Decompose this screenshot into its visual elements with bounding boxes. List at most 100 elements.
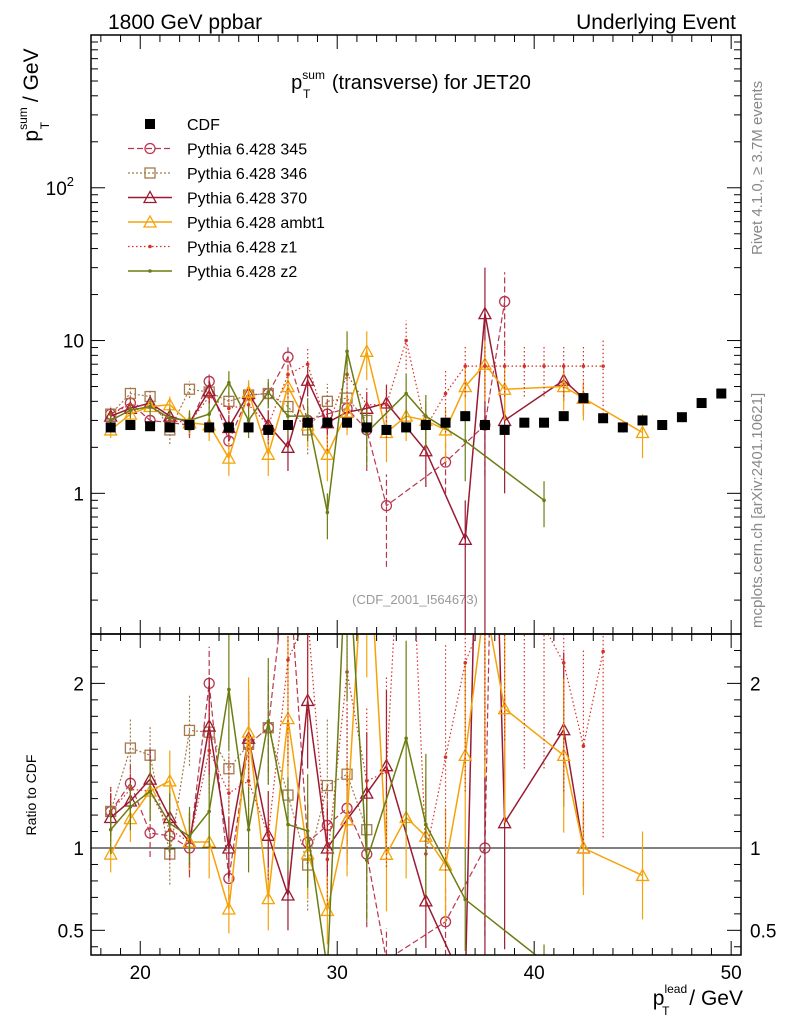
cdf-point [696, 398, 707, 409]
ratio-plot: 20 30 40 50 0.5 0.5 1 1 2 2 [58, 125, 776, 984]
ratio-line-346 [110, 726, 368, 868]
data-point [305, 414, 310, 418]
legend-marker [142, 190, 158, 204]
ratio-y-label: Ratio to CDF [23, 755, 39, 836]
plot-title: psum T (transverse) for JET20 [291, 68, 531, 101]
data-point [325, 510, 330, 515]
data-point [404, 338, 408, 343]
ratio-point [479, 125, 491, 136]
data-point [108, 418, 113, 423]
ratio-series-z2 [108, 634, 545, 955]
data-point [183, 383, 196, 395]
ratio-frame [90, 633, 742, 956]
data-point [241, 384, 256, 398]
legend-label: CDF [187, 117, 220, 134]
legend-label: Pythia 6.428 z2 [187, 264, 297, 281]
ratio-y-tick-label-right: 1 [750, 839, 761, 860]
data-point [364, 402, 369, 407]
ratio-point [523, 625, 527, 629]
cdf-point [263, 424, 274, 435]
data-point [321, 395, 334, 407]
data-point [581, 364, 586, 368]
main-plot: 1 10 102 [46, 34, 742, 955]
data-point [404, 391, 408, 396]
data-point [463, 439, 468, 443]
legend-item: Pythia 6.428 370 [128, 190, 307, 208]
y-tick-label: 102 [46, 174, 74, 200]
header-right: Underlying Event [576, 11, 736, 34]
cdf-point [440, 417, 451, 428]
data-point [424, 414, 428, 418]
legend-label: Pythia 6.428 370 [187, 191, 307, 208]
rivet-label: Rivet 4.1.0, ≥ 3.7M events [749, 81, 766, 255]
x-tick-label: 30 [327, 963, 348, 984]
data-point [498, 295, 511, 308]
ratio-point [581, 744, 586, 748]
cdf-point [617, 422, 628, 433]
ratio-point [280, 887, 296, 901]
data-point [221, 450, 236, 464]
x-tick-label: 40 [524, 963, 545, 984]
data-point [443, 391, 448, 396]
series-cdf [105, 388, 727, 435]
data-point [635, 425, 650, 439]
data-point [261, 446, 276, 460]
ratio-point [635, 868, 650, 882]
data-point [379, 395, 394, 409]
x-tick-label: 20 [130, 963, 151, 984]
x-axis-label: plead T / GeV [653, 982, 743, 1018]
data-point [522, 364, 527, 368]
data-point [438, 422, 453, 436]
series-370 [103, 267, 591, 634]
ratio-point [361, 488, 373, 499]
data-point [458, 531, 473, 545]
data-point [418, 443, 433, 457]
legend-label: Pythia 6.428 346 [187, 166, 307, 183]
ratio-point [418, 893, 433, 907]
data-point [561, 364, 566, 368]
ratio-point [221, 840, 236, 854]
cdf-point [598, 413, 609, 424]
cdf-point [184, 420, 195, 431]
data-point [477, 306, 493, 320]
ratio-line-z2 [110, 634, 537, 955]
legend-marker [145, 119, 155, 129]
data-point [384, 402, 389, 407]
ratio-y-tick-label: 1 [73, 839, 84, 860]
y-tick-label: 10 [63, 332, 84, 353]
header-left: 1800 GeV ppbar [108, 11, 262, 34]
data-point [542, 498, 546, 503]
data-point [123, 406, 138, 420]
legend-label: Pythia 6.428 345 [187, 142, 307, 159]
ratio-point [497, 701, 512, 715]
legend-marker [148, 269, 152, 273]
legend-item: Pythia 6.428 346 [128, 166, 307, 183]
data-point [601, 364, 605, 368]
data-point [167, 416, 172, 421]
cdf-point [204, 422, 215, 433]
data-point [286, 372, 290, 377]
legend-label: Pythia 6.428 z1 [187, 240, 297, 257]
ratio-line-ambt1 [110, 634, 643, 914]
mcplots-label: mcplots.cern.ch [arXiv:2401.10621] [749, 393, 766, 628]
ratio-point [207, 748, 211, 753]
series-line-z1 [110, 338, 604, 430]
ratio-point [202, 718, 217, 732]
ratio-point [221, 901, 236, 915]
ratio-point [542, 625, 546, 629]
ratio-point [383, 954, 389, 955]
cdf-point [105, 422, 116, 433]
cdf-point [539, 417, 550, 428]
data-point [477, 356, 493, 370]
cdf-point [401, 422, 412, 433]
legend-marker [142, 214, 158, 228]
cdf-point [381, 424, 392, 435]
cdf-point [499, 424, 510, 435]
cdf-point [519, 417, 530, 428]
cdf-point [479, 420, 490, 431]
ratio-point [320, 840, 335, 854]
x-tick-label: 50 [721, 963, 742, 984]
y-tick-label: 1 [73, 484, 84, 505]
ratio-point [339, 812, 355, 826]
